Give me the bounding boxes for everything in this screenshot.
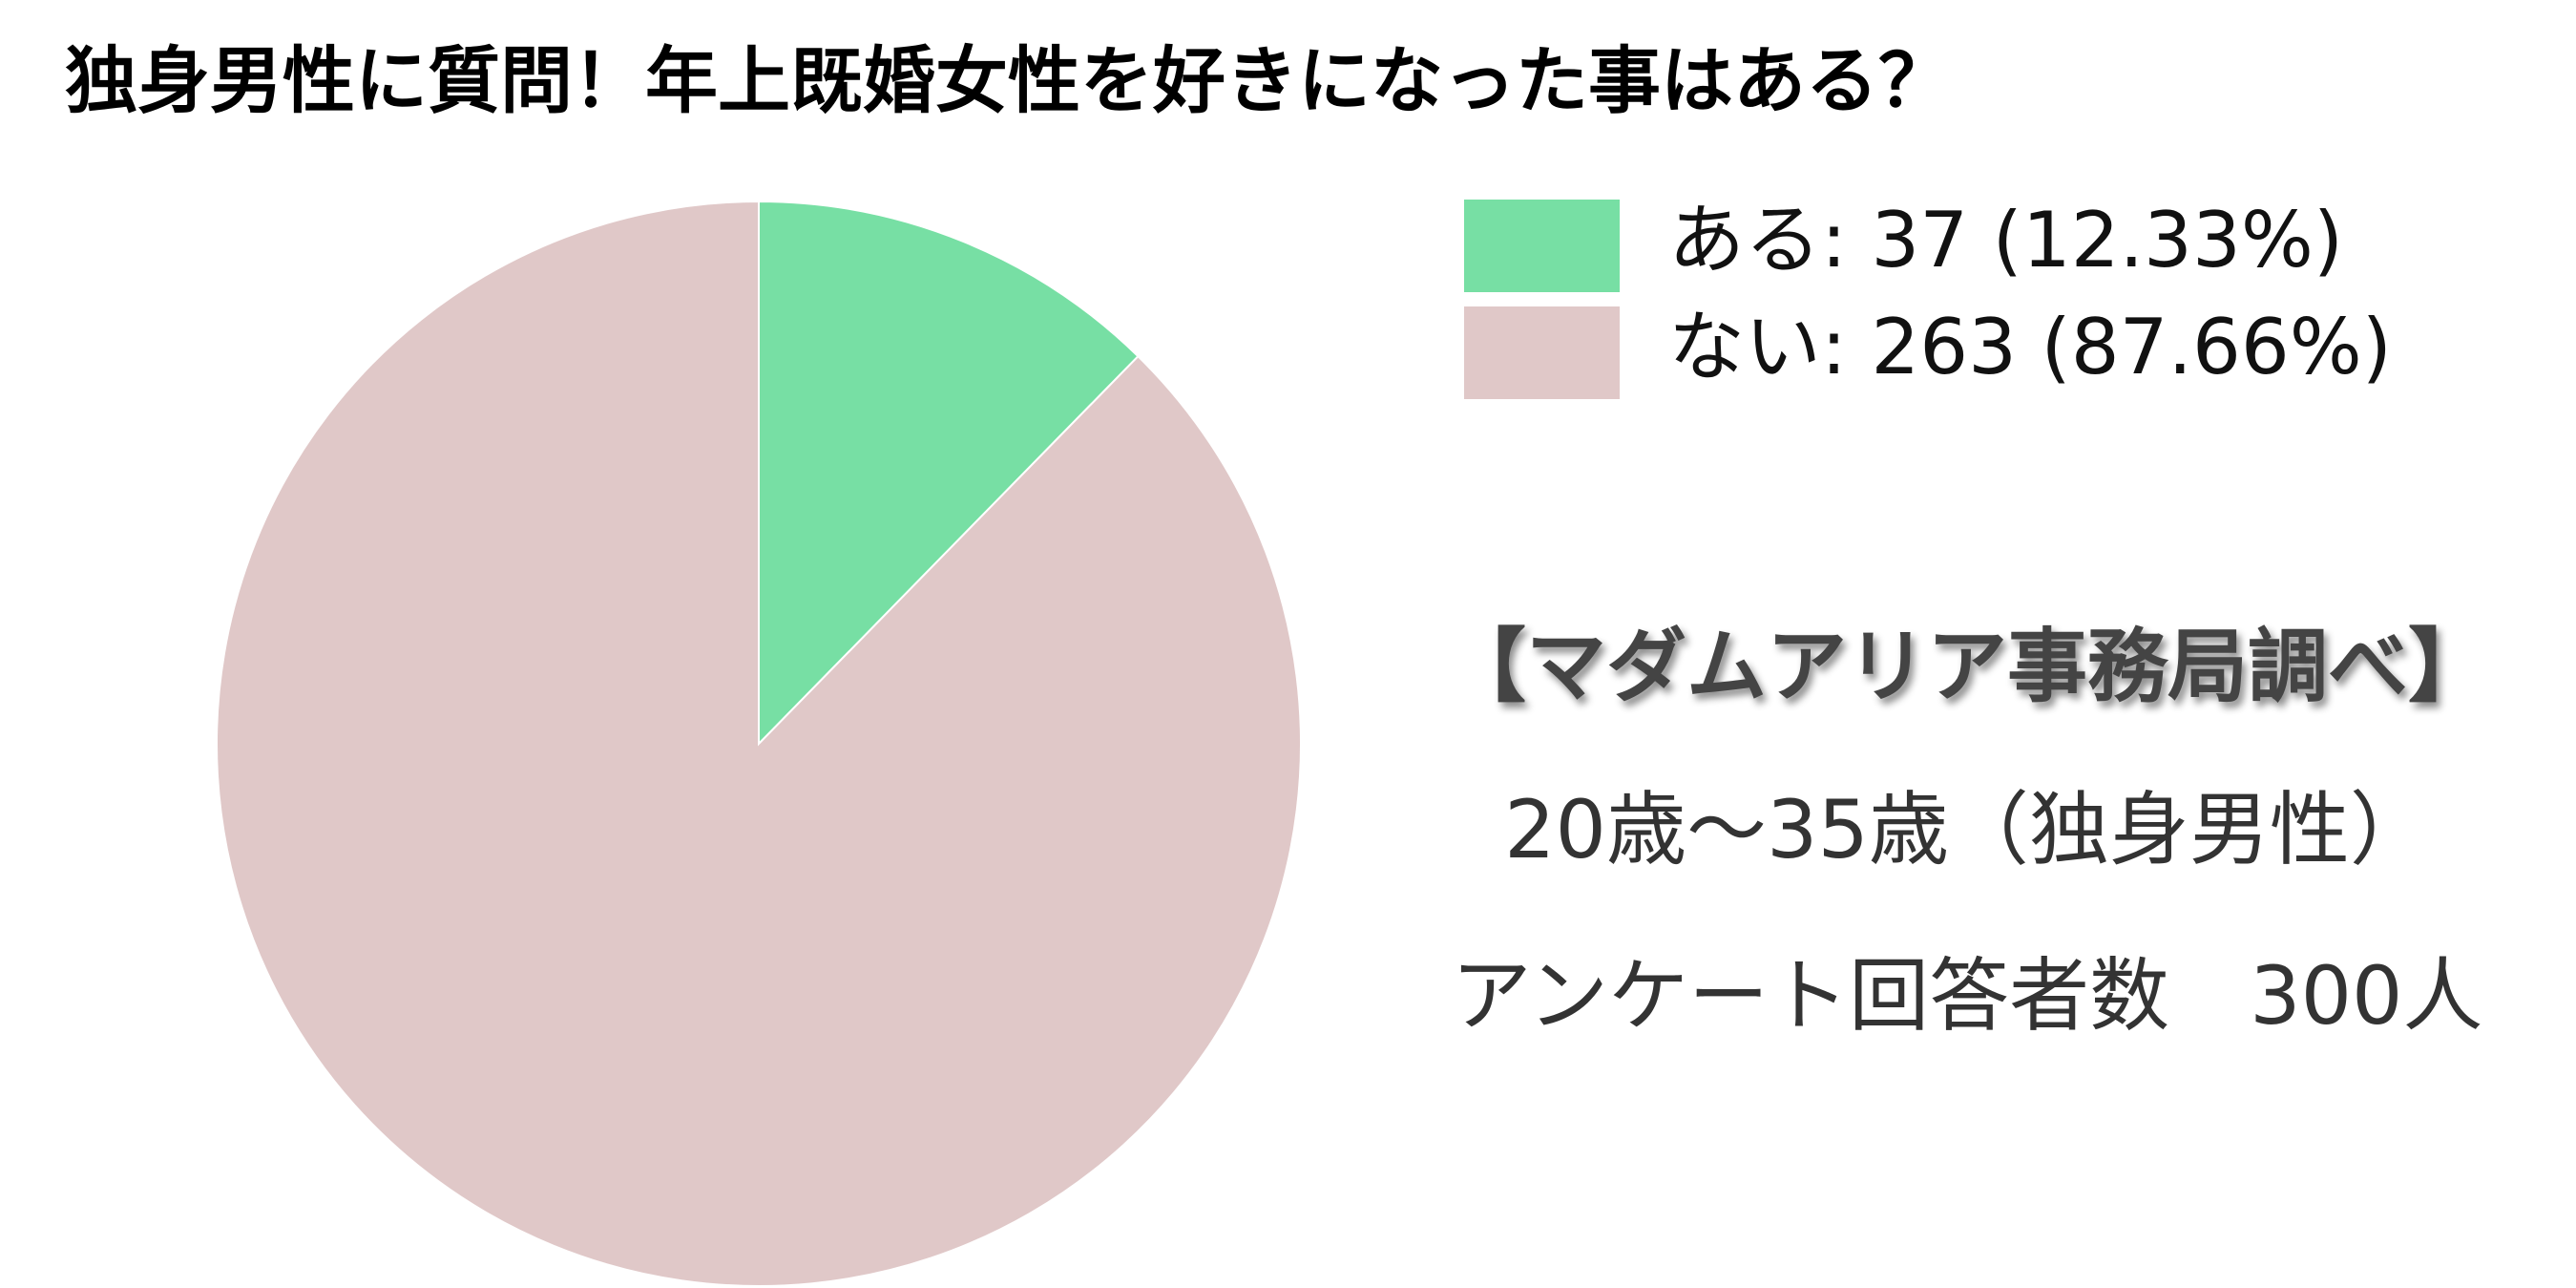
annotation: アンケート回答者数 300人 — [1452, 949, 2483, 1043]
pie-slice — [758, 200, 1140, 747]
annotation: 20歳～35歳（独身男性） — [1504, 783, 2430, 876]
legend-label: ある: 37 (12.33%) — [1668, 196, 2343, 285]
legend-swatch — [1464, 306, 1620, 399]
legend-label: ない: 263 (87.66%) — [1668, 303, 2392, 391]
annotation: 【マダムアリア事務局調べ】 — [1446, 620, 2488, 713]
chart-title: 独身男性に質問！年上既婚女性を好きになった事はある？ — [65, 38, 1951, 123]
pie-slice — [216, 200, 1302, 1287]
legend-swatch — [1464, 200, 1620, 292]
